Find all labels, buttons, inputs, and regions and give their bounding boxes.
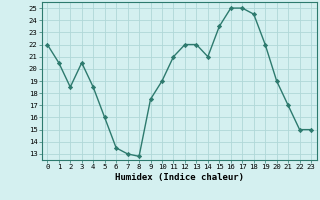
X-axis label: Humidex (Indice chaleur): Humidex (Indice chaleur) — [115, 173, 244, 182]
